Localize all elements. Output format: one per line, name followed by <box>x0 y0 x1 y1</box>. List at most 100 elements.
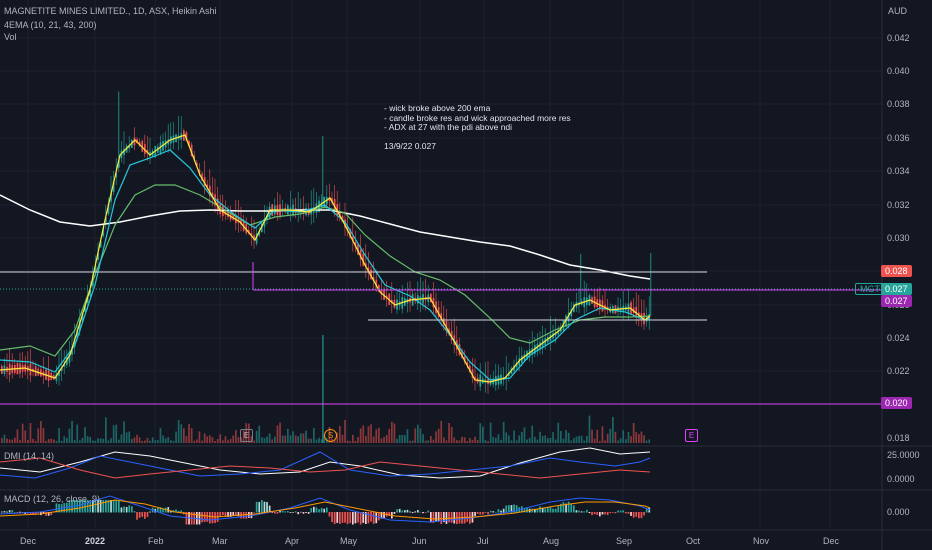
macd-histogram-bar <box>263 501 266 513</box>
macd-legend[interactable]: MACD (12, 26, close, 9) <box>4 494 101 504</box>
volume-bar <box>362 425 365 443</box>
earnings-event-icon[interactable]: E <box>240 429 253 442</box>
time-axis-label: Feb <box>148 536 164 546</box>
candle-body <box>68 351 71 363</box>
macd-histogram-bar <box>201 512 203 523</box>
volume-bar <box>81 437 84 443</box>
volume-bar <box>510 440 513 443</box>
macd-histogram-bar <box>255 501 258 513</box>
macd-histogram-bar <box>612 512 614 513</box>
annotation-note[interactable]: - wick broke above 200 ema - candle brok… <box>384 103 571 151</box>
macd-histogram-bar <box>125 507 128 513</box>
macd-histogram-bar <box>526 507 528 513</box>
volume-bar <box>458 440 461 443</box>
macd-histogram-bar <box>339 512 341 524</box>
macd-histogram-bar <box>515 505 518 513</box>
price-axis-label: 0.032 <box>887 200 910 210</box>
volume-bar <box>489 422 492 443</box>
volume-bar <box>164 438 167 443</box>
volume-bar <box>591 429 593 443</box>
macd-histogram-bar <box>370 512 372 522</box>
volume-bar <box>534 436 536 443</box>
macd-histogram-bar <box>313 506 315 513</box>
time-axis-label: May <box>340 536 358 546</box>
chart-title[interactable]: MAGNETITE MINES LIMITED., 1D, ASX, Heiki… <box>4 6 217 16</box>
volume-bar <box>482 426 484 443</box>
volume-legend[interactable]: Vol <box>4 32 17 42</box>
candle-body <box>510 368 513 375</box>
volume-bar <box>385 434 388 443</box>
macd-histogram-bar <box>170 510 172 513</box>
macd-histogram-bar <box>372 512 375 524</box>
ema-legend[interactable]: 4EMA (10, 21, 43, 200) <box>4 20 97 30</box>
volume-bar <box>544 435 547 443</box>
volume-bar <box>463 437 466 443</box>
time-axis-label: 2022 <box>85 536 106 546</box>
macd-histogram-bar <box>388 512 391 517</box>
volume-bar <box>372 436 375 443</box>
macd-histogram-bar <box>279 510 281 513</box>
candle-body <box>144 144 146 154</box>
volume-bar <box>206 436 209 443</box>
macd-histogram-bar <box>102 500 105 513</box>
macd-histogram-bar <box>367 512 370 524</box>
volume-bar <box>229 438 232 443</box>
candle-body <box>268 206 271 219</box>
volume-bar <box>320 439 323 443</box>
macd-histogram-bar <box>37 512 40 514</box>
macd-histogram-bar <box>500 510 502 513</box>
volume-bar <box>549 438 552 443</box>
macd-histogram-bar <box>552 508 554 513</box>
candle-body <box>120 150 123 159</box>
volume-bar <box>430 436 432 443</box>
volume-bar <box>523 427 526 443</box>
volume-bar <box>406 429 409 443</box>
volume-bar <box>450 426 453 443</box>
volume-bar <box>401 434 404 443</box>
volume-bar <box>536 439 539 443</box>
volume-bar <box>19 440 21 443</box>
volume-bar <box>339 426 341 443</box>
candle-body <box>344 219 346 228</box>
macd-histogram-bar <box>162 508 164 513</box>
macd-histogram-bar <box>229 512 232 517</box>
macd-histogram-bar <box>276 512 279 514</box>
macd-histogram-bar <box>336 512 339 523</box>
volume-bar <box>638 434 640 443</box>
macd-histogram-bar <box>580 511 583 513</box>
macd-histogram-bar <box>606 512 609 515</box>
volume-bar <box>547 438 549 443</box>
volume-bar <box>170 440 172 443</box>
volume-bar <box>253 440 255 443</box>
macd-histogram-bar <box>203 512 206 523</box>
macd-histogram-bar <box>307 512 310 514</box>
macd-histogram-bar <box>440 512 443 525</box>
macd-histogram-bar <box>435 512 437 522</box>
volume-bar <box>508 435 510 443</box>
candle-body <box>448 328 450 333</box>
macd-histogram-bar <box>222 512 224 516</box>
volume-bar <box>63 436 66 443</box>
volume-bar <box>570 440 573 443</box>
volume-bar <box>159 428 162 443</box>
dmi-legend[interactable]: DMI (14, 14) <box>4 451 55 461</box>
volume-bar <box>196 439 198 443</box>
volume-bar <box>560 431 562 443</box>
time-axis-label: Mar <box>212 536 228 546</box>
candle-body <box>440 313 443 321</box>
volume-bar <box>588 415 591 443</box>
volume-bar <box>453 437 456 443</box>
upcoming-earnings-event-icon[interactable]: E <box>685 429 698 442</box>
volume-bar <box>383 437 385 443</box>
split-event-icon[interactable]: S <box>324 429 337 442</box>
macd-histogram-bar <box>206 512 209 522</box>
volume-bar <box>476 440 479 443</box>
candle-body <box>240 220 242 225</box>
volume-bar <box>575 436 578 443</box>
candle-body <box>437 307 440 318</box>
volume-bar <box>531 425 534 443</box>
level-lines <box>0 262 882 405</box>
volume-bar <box>110 438 112 443</box>
volume-bar <box>440 421 443 443</box>
